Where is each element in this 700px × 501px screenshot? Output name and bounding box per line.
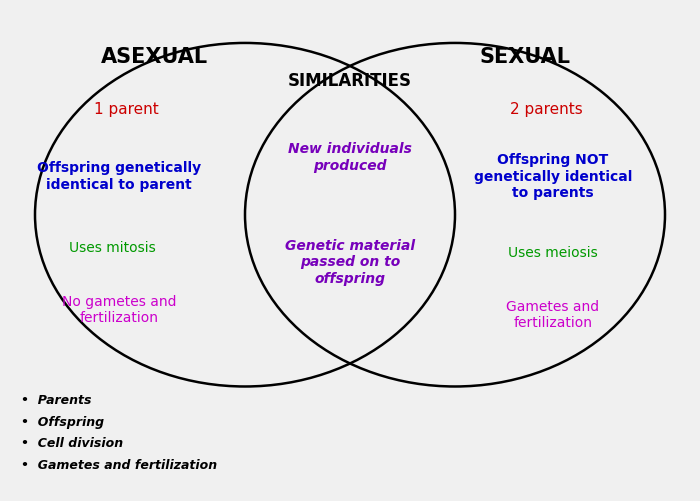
- Text: •  Offspring: • Offspring: [21, 416, 104, 429]
- Text: •  Parents: • Parents: [21, 394, 92, 407]
- Text: New individuals
produced: New individuals produced: [288, 142, 412, 172]
- Text: Uses meiosis: Uses meiosis: [508, 246, 598, 260]
- Text: 1 parent: 1 parent: [94, 102, 158, 117]
- Text: SIMILARITIES: SIMILARITIES: [288, 72, 412, 90]
- Text: Genetic material
passed on to
offspring: Genetic material passed on to offspring: [285, 239, 415, 286]
- Text: SEXUAL: SEXUAL: [480, 47, 570, 67]
- Text: 2 parents: 2 parents: [510, 102, 582, 117]
- Text: Gametes and
fertilization: Gametes and fertilization: [506, 300, 600, 330]
- Text: No gametes and
fertilization: No gametes and fertilization: [62, 295, 176, 325]
- Text: Uses mitosis: Uses mitosis: [69, 241, 155, 255]
- Text: •  Gametes and fertilization: • Gametes and fertilization: [21, 459, 217, 472]
- Text: ASEXUAL: ASEXUAL: [100, 47, 208, 67]
- Text: •  Cell division: • Cell division: [21, 437, 123, 450]
- Text: Offspring genetically
identical to parent: Offspring genetically identical to paren…: [37, 161, 201, 192]
- Text: Offspring NOT
genetically identical
to parents: Offspring NOT genetically identical to p…: [474, 153, 632, 200]
